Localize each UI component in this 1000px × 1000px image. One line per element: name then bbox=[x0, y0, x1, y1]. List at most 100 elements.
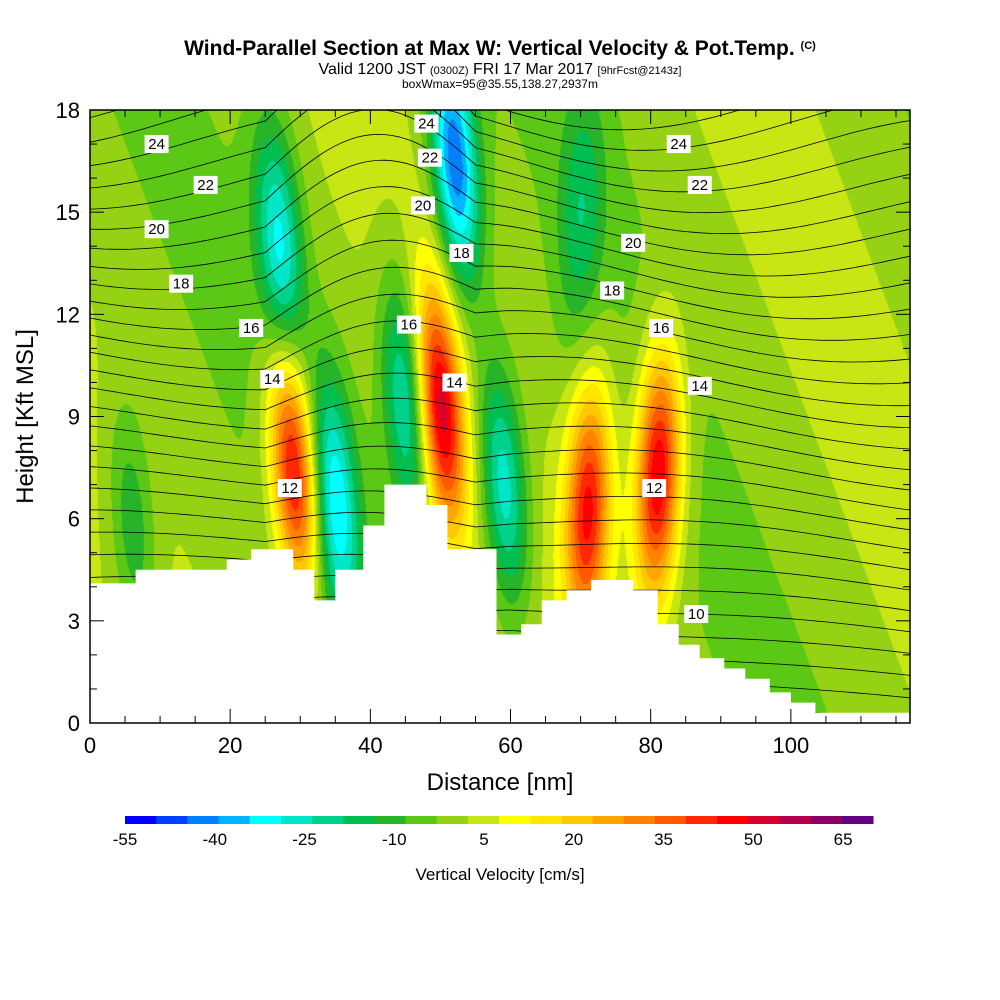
colorbar-title: Vertical Velocity [cm/s] bbox=[415, 865, 584, 884]
theta-contour-line bbox=[90, 553, 910, 591]
chart-subtitle: Valid 1200 JST (0300Z) FRI 17 Mar 2017 [… bbox=[0, 61, 1000, 79]
contour-label: 14 bbox=[446, 374, 463, 391]
box-info: boxWmax=95@35.55,138.27,2937m bbox=[402, 77, 598, 91]
colorbar-label: -40 bbox=[202, 830, 227, 849]
colorbar-swatch bbox=[841, 816, 874, 824]
theta-contour-line bbox=[90, 110, 835, 151]
y-tick-label: 18 bbox=[56, 98, 80, 123]
contour-label: 20 bbox=[625, 235, 642, 252]
contour-label-box bbox=[649, 318, 674, 337]
contour-label-box bbox=[684, 605, 709, 624]
contour-label-box bbox=[414, 114, 439, 133]
contour-label-box bbox=[396, 315, 421, 334]
theta-contour-line bbox=[90, 133, 910, 235]
colorbar-swatch bbox=[748, 816, 780, 824]
contour-label: 10 bbox=[688, 606, 705, 623]
theta-contour-line bbox=[90, 0, 910, 109]
contour-label-box bbox=[417, 148, 442, 167]
y-axis-title: Height [Kft MSL] bbox=[12, 329, 39, 504]
theta-contour-line bbox=[90, 266, 910, 341]
theta-contour-line bbox=[90, 445, 910, 491]
contour-label-box bbox=[144, 220, 169, 239]
x-tick-label: 100 bbox=[772, 733, 809, 758]
contour-label-box bbox=[666, 135, 691, 154]
contour-label-box bbox=[442, 373, 467, 392]
valid-utc: (0300Z) bbox=[430, 65, 469, 77]
theta-contour-line bbox=[90, 320, 910, 385]
y-tick-label: 12 bbox=[56, 302, 80, 327]
theta-contour-line bbox=[90, 110, 910, 214]
colorbar-swatch bbox=[218, 816, 251, 824]
theta-contour-line bbox=[90, 466, 910, 511]
contour-label: 16 bbox=[243, 320, 260, 337]
x-axis-title: Distance [nm] bbox=[427, 769, 574, 796]
x-tick-label: 60 bbox=[498, 733, 522, 758]
colorbar-swatch bbox=[623, 816, 656, 824]
contour-label-box bbox=[277, 479, 302, 498]
contour-label: 18 bbox=[453, 245, 470, 262]
contour-label: 22 bbox=[422, 150, 439, 167]
contour-label-box bbox=[193, 175, 218, 194]
colorbar-label: -25 bbox=[292, 830, 317, 849]
colorbar-swatch bbox=[686, 816, 718, 824]
colorbar-swatch bbox=[436, 816, 469, 824]
colorbar-swatch bbox=[467, 816, 500, 824]
colorbar-swatch bbox=[187, 816, 219, 824]
contour-label: 16 bbox=[401, 317, 418, 334]
contour-label: 22 bbox=[197, 177, 214, 194]
colorbar-swatch bbox=[810, 816, 843, 824]
contour-label: 12 bbox=[646, 480, 663, 497]
colorbar-swatch bbox=[561, 816, 593, 824]
contour-label-box bbox=[239, 318, 264, 337]
contour-label: 14 bbox=[264, 371, 281, 388]
theta-contour-line bbox=[90, 159, 910, 256]
copyright-mark: (C) bbox=[800, 40, 816, 52]
contour-label: 24 bbox=[148, 136, 165, 153]
theta-contour-line bbox=[90, 509, 910, 551]
theta-contour-line bbox=[90, 372, 910, 428]
theta-contour-line bbox=[90, 531, 910, 571]
x-tick-label: 20 bbox=[218, 733, 242, 758]
colorbar-swatch bbox=[654, 816, 687, 824]
contour-label: 20 bbox=[415, 197, 432, 214]
contour-label: 16 bbox=[653, 320, 670, 337]
contour-label: 22 bbox=[691, 177, 708, 194]
theta-contour-line bbox=[90, 346, 910, 407]
colorbar-label: -55 bbox=[113, 830, 138, 849]
contour-label: 12 bbox=[281, 480, 298, 497]
x-tick-label: 0 bbox=[84, 733, 96, 758]
colorbar-swatch bbox=[779, 816, 812, 824]
colorbar-swatch bbox=[717, 816, 749, 824]
contour-label: 20 bbox=[148, 221, 165, 238]
colorbar-swatch bbox=[499, 816, 531, 824]
colorbar-label: 65 bbox=[834, 830, 853, 849]
x-tick-label: 80 bbox=[638, 733, 662, 758]
colorbar-swatch bbox=[343, 816, 375, 824]
y-tick-label: 0 bbox=[68, 711, 80, 736]
contour-label-box bbox=[169, 274, 194, 293]
theta-contour-line bbox=[90, 212, 910, 298]
theta-contour-line bbox=[90, 110, 910, 172]
y-tick-label: 15 bbox=[56, 200, 80, 225]
y-tick-label: 6 bbox=[68, 507, 80, 532]
contour-label: 18 bbox=[604, 282, 621, 299]
theta-contour-line bbox=[90, 422, 910, 471]
theta-contour-line bbox=[90, 186, 910, 277]
colorbar-swatch bbox=[249, 816, 282, 824]
colorbar-swatch bbox=[592, 816, 625, 824]
valid-date: FRI 17 Mar 2017 bbox=[473, 61, 594, 78]
x-tick-label: 40 bbox=[358, 733, 382, 758]
colorbar-label: 35 bbox=[654, 830, 673, 849]
colorbar-label: 20 bbox=[564, 830, 583, 849]
colorbar-label: 5 bbox=[479, 830, 488, 849]
colorbar-swatch bbox=[280, 816, 313, 824]
contour-label-box bbox=[600, 281, 625, 300]
colorbar-swatch bbox=[374, 816, 406, 824]
contour-label: 24 bbox=[418, 116, 435, 133]
contour-label-box bbox=[260, 370, 285, 389]
contour-label-box bbox=[410, 196, 435, 215]
contour-label-box bbox=[687, 175, 712, 194]
chart-title: Wind-Parallel Section at Max W: Vertical… bbox=[0, 37, 1000, 61]
y-tick-label: 3 bbox=[68, 609, 80, 634]
